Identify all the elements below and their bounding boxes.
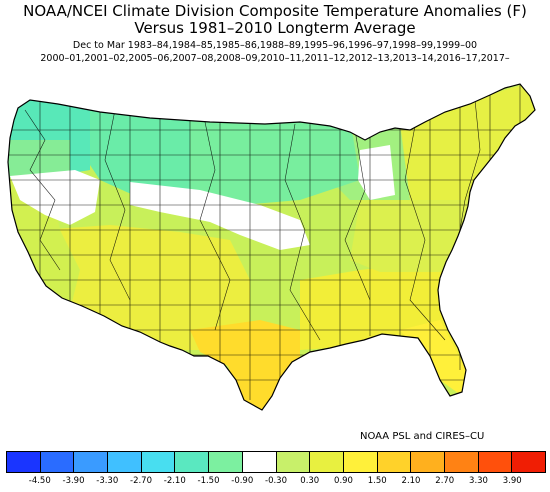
legend-swatch (411, 452, 445, 472)
conus-anomaly-map (7, 83, 536, 411)
color-legend (6, 451, 546, 473)
legend-swatch (74, 452, 109, 472)
map-subtitle-line1: Dec to Mar 1983–84,1984–85,1985–86,1988–… (72, 40, 478, 51)
legend-tick-label: -0.90 (231, 476, 254, 486)
legend-tick-label: -3.90 (62, 476, 85, 486)
legend-tick-label: 2.10 (401, 476, 421, 486)
region-great-basin-neutral (10, 170, 100, 225)
region-northern-plains (180, 110, 360, 205)
legend-tick-label: -2.70 (130, 476, 152, 486)
legend-swatch (512, 452, 545, 472)
region-northern-rockies (80, 100, 190, 200)
legend-swatch (40, 452, 75, 472)
legend-tick-label: -1.50 (197, 476, 220, 486)
region-southeast (300, 262, 470, 400)
legend-swatch (444, 452, 479, 472)
legend-swatch (478, 452, 513, 472)
legend-tick-label: -2.10 (163, 476, 186, 486)
region-midatlantic (350, 180, 470, 272)
region-midwest-neutral (358, 145, 395, 200)
legend-swatch (108, 452, 142, 472)
legend-swatch (310, 452, 344, 472)
legend-ticks: -4.50 -3.90 -3.30 -2.70 -2.10 -1.50 -0.90 -0.30… (6, 476, 546, 490)
legend-tick-label: 2.70 (435, 476, 455, 486)
legend-swatch (141, 452, 176, 472)
map-title-line1: NOAA/NCEI Climate Division Composite Tem… (23, 2, 527, 20)
region-florida (400, 320, 466, 396)
map-title-line2: Versus 1981–2010 Longterm Average (134, 19, 416, 37)
legend-swatch (377, 452, 412, 472)
data-credit: NOAA PSL and CIRES–CU (360, 431, 485, 442)
legend-tick-label: 0.30 (300, 476, 320, 486)
legend-swatch (7, 452, 41, 472)
legend-tick-label: 1.50 (367, 476, 387, 486)
legend-tick-label: 0.90 (334, 476, 353, 486)
map-subtitle-line2: 2000–01,2001–02,2005–06,2007–08,2008–09,… (40, 53, 510, 64)
legend-swatch (209, 452, 243, 472)
region-oregon (8, 140, 70, 178)
legend-swatch (175, 452, 210, 472)
region-texas (190, 320, 300, 410)
division-boundaries (8, 84, 535, 400)
legend-swatch (242, 452, 277, 472)
legend-swatch (343, 452, 378, 472)
legend-tick-label: 3.90 (502, 476, 522, 486)
legend-swatch (276, 452, 311, 472)
legend-tick-label: 3.30 (469, 476, 488, 486)
region-northeast (400, 84, 535, 200)
conus-outline (7, 83, 536, 411)
legend-tick-label: -3.30 (96, 476, 119, 486)
legend-tick-label: -0.30 (265, 476, 287, 486)
legend-tick-label: -4.50 (28, 476, 51, 486)
